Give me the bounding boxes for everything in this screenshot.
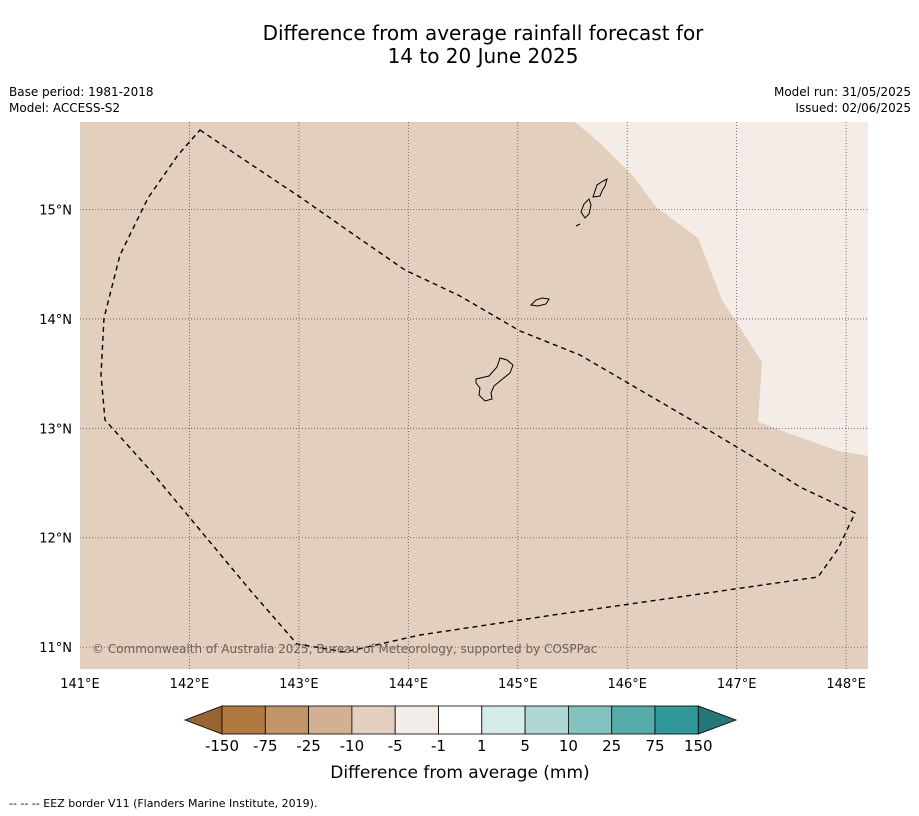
- colorbar-swatch: [524, 705, 569, 735]
- lon-tick-label: 144°E: [389, 677, 429, 692]
- rota-outline: [529, 297, 550, 307]
- lat-tick-label: 13°N: [39, 422, 72, 437]
- title-line-2: 14 to 20 June 2025: [387, 44, 579, 68]
- lon-tick-label: 143°E: [279, 677, 319, 692]
- lon-tick-label: 141°E: [60, 677, 100, 692]
- colorbar-swatch: [568, 705, 613, 735]
- colorbar-tick-label: 10: [559, 737, 578, 755]
- tinian-outline: [580, 198, 592, 219]
- colorbar-swatch: [394, 705, 439, 735]
- colorbar-extend-low: [183, 705, 223, 735]
- gridlines: [80, 122, 868, 669]
- lon-tick-label: 142°E: [170, 677, 210, 692]
- lat-tick-label: 12°N: [39, 532, 72, 547]
- colorbar-tick-label: -75: [253, 737, 278, 755]
- colorbar-swatch: [438, 705, 483, 735]
- guam-outline: [475, 357, 514, 402]
- colorbar-swatch: [654, 705, 699, 735]
- map-area: [80, 122, 868, 669]
- colorbar-swatch: [264, 705, 309, 735]
- colorbar-swatch: [351, 705, 396, 735]
- colorbar-swatch: [481, 705, 526, 735]
- colorbar-tick-label: -1: [431, 737, 446, 755]
- saipan-outline: [592, 178, 608, 198]
- colorbar-tick-label: -5: [388, 737, 403, 755]
- lon-tick-label: 146°E: [607, 677, 647, 692]
- aguijan-outline: [575, 223, 581, 227]
- forecast-info-right: Model run: 31/05/2025 Issued: 02/06/2025: [774, 84, 911, 116]
- colorbar-extend-high: [697, 705, 738, 735]
- lon-tick-label: 145°E: [498, 677, 538, 692]
- model-run: Model run: 31/05/2025: [773, 85, 911, 99]
- colorbar-tick-label: 5: [520, 737, 530, 755]
- title-line-1: Difference from average rainfall forecas…: [262, 21, 704, 45]
- eez-footnote: -- -- -- EEZ border V11 (Flanders Marine…: [9, 797, 318, 810]
- eez-border: [100, 129, 856, 653]
- lon-tick-label: 147°E: [717, 677, 757, 692]
- colorbar-title: Difference from average (mm): [330, 763, 589, 783]
- colorbar-tick-label: 150: [684, 737, 713, 755]
- lat-tick-label: 15°N: [39, 204, 72, 219]
- island-outlines: [475, 178, 608, 402]
- lon-tick-label: 148°E: [826, 677, 866, 692]
- colorbar-swatch: [611, 705, 656, 735]
- colorbar-tick-label: -150: [205, 737, 239, 755]
- lat-tick-label: 11°N: [39, 641, 72, 656]
- colorbar-tick-label: 1: [477, 737, 487, 755]
- copyright-notice: © Commonwealth of Australia 2025, Bureau…: [92, 642, 597, 656]
- colorbar-tick-label: 75: [645, 737, 664, 755]
- axis-tick-labels: 141°E 142°E 143°E 144°E 145°E 146°E 147°E 148°E…: [39, 204, 866, 692]
- model-name: Model: ACCESS-S2: [9, 101, 121, 115]
- colorbar-tick-label: 25: [602, 737, 621, 755]
- rainfall-fill-slight-dry: [575, 122, 868, 456]
- colorbar-tick-label: -10: [340, 737, 365, 755]
- issued-date: Issued: 02/06/2025: [795, 101, 911, 115]
- lat-tick-label: 14°N: [39, 313, 72, 328]
- colorbar-tick-label: -25: [296, 737, 321, 755]
- colorbar-swatch: [308, 705, 353, 735]
- colorbar-swatch: [221, 705, 266, 735]
- colorbar: -150 -75 -25 -10 -5 -1 1 5 10 25 75 150: [183, 705, 738, 755]
- forecast-info-left: Base period: 1981-2018 Model: ACCESS-S2: [9, 84, 154, 116]
- base-period: Base period: 1981-2018: [9, 85, 154, 99]
- chart-title: Difference from average rainfall forecas…: [0, 22, 919, 68]
